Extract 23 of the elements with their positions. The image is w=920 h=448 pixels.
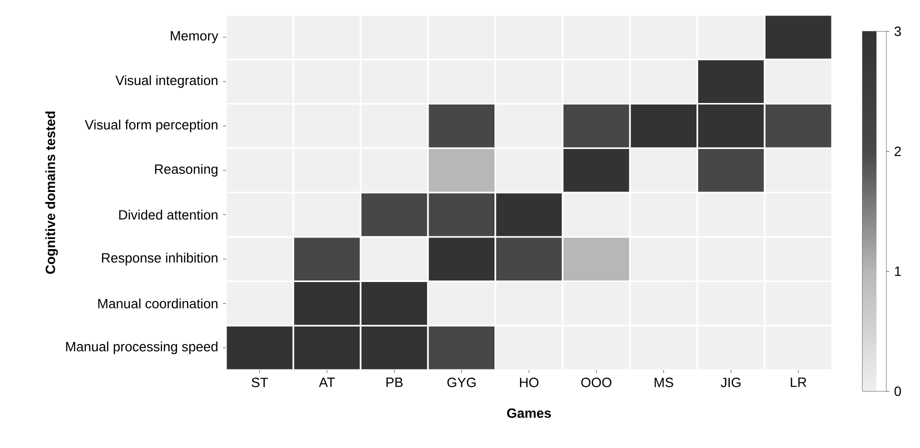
x-tick-label: JIG	[720, 378, 740, 388]
color-bar-label: 2	[894, 146, 901, 156]
x-tick-label: HO	[520, 378, 538, 388]
y-tick-label: Reasoning	[155, 164, 218, 177]
y-tick-label: Visual form perception	[84, 120, 218, 132]
y-tick-label: Response inhibition	[102, 252, 218, 266]
x-tick-label: LR	[790, 378, 806, 387]
y-tick-label: Manual coordination	[98, 298, 218, 308]
color-bar-label: 3	[894, 26, 901, 36]
color-bar-label: 1	[895, 266, 901, 276]
x-tick-label: GYG	[447, 378, 476, 388]
y-axis-title: Cognitive domains tested	[45, 112, 58, 274]
y-tick-label: Memory	[170, 31, 218, 44]
x-axis-title: Games	[507, 408, 551, 418]
x-tick-label: AT	[318, 378, 335, 387]
x-tick-label: PB	[386, 378, 403, 387]
y-tick-label: Visual integration	[115, 75, 218, 88]
y-tick-label: Manual processing speed	[66, 342, 218, 354]
y-tick-label: Divided attention	[119, 210, 218, 220]
x-tick-label: OOO	[581, 378, 612, 388]
x-tick-label: ST	[252, 378, 268, 388]
x-tick-label: MS	[654, 378, 674, 388]
color-bar-label: 0	[894, 386, 901, 396]
